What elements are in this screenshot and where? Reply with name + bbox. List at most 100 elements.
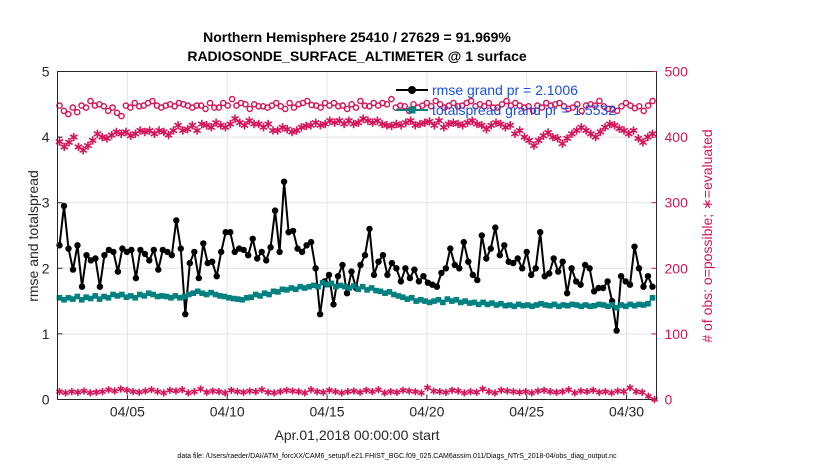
rmse-point-116 [577,281,584,288]
spread-point-92 [466,300,473,306]
y-axis-left-ticks: 0 1 2 3 4 5 [42,64,63,408]
obs-low-point-24 [203,388,211,396]
obs-evaluated-point-113 [591,132,600,142]
x-tick-label-4: 04/25 [509,404,544,420]
spread-point-48 [270,288,277,295]
obs-low-point-9 [111,387,119,395]
rmse-point-129 [635,265,643,272]
obs-low-point-3 [74,388,82,396]
spread-point-38 [226,295,232,301]
rmse-point-2 [65,245,72,252]
obs-low-point-61 [430,387,438,395]
rmse-point-31 [195,274,202,282]
spread-point-82 [422,298,428,304]
obs-possible-point-83 [423,99,431,107]
obs-evaluated-point-62 [349,119,358,129]
rmse-point-81 [420,273,427,280]
rmse-point-10 [101,252,108,259]
obs-low-point-68 [473,388,481,396]
spread-point-22 [154,293,161,300]
obs-possible-point-98 [489,104,497,111]
spread-point-73 [382,290,388,296]
spread-point-50 [279,286,286,293]
obs-low-point-39 [295,388,303,396]
obs-low-point-84 [571,389,579,397]
obs-possible-point-85 [432,97,440,105]
spread-point-97 [489,300,495,306]
obs-evaluated-point-123 [639,138,648,147]
obs-evaluated-point-97 [515,126,524,135]
spread-point-131 [640,302,647,308]
obs-possible-point-0 [56,102,63,109]
obs-low-point-51 [368,388,376,396]
rmse-point-124 [613,327,620,334]
obs-possible-point-56 [303,97,311,105]
x-tick-label-2: 04/15 [310,404,345,420]
obs-low-point-38 [289,387,297,395]
obs-possible-point-34 [206,99,214,107]
rmse-point-132 [649,283,656,290]
footer-data-file: data file: /Users/raeder/DAI/ATM_forcXX/… [177,453,617,460]
spread-point-54 [297,283,304,290]
obs-evaluated-point-51 [297,123,306,132]
rmse-point-78 [406,274,414,282]
rmse-point-20 [146,257,153,264]
spread-point-133 [649,295,656,301]
obs-evaluated-point-68 [378,119,387,129]
obs-low-point-10 [117,385,125,393]
rmse-point-130 [640,283,647,290]
rmse-point-19 [141,250,149,258]
rmse-point-13 [114,268,122,275]
obs-possible-point-59 [317,104,324,111]
obs-low-point-27 [221,389,229,397]
rmse-point-79 [411,266,418,273]
obs-low-point-72 [497,386,505,394]
obs-possible-point-77 [396,102,404,109]
spread-point-66 [351,283,357,289]
spread-point-10 [101,293,107,300]
obs-low-point-53 [381,389,389,397]
rmse-point-47 [267,244,274,251]
rmse-point-119 [590,288,598,295]
rmse-point-96 [487,245,494,252]
obs-low-point-62 [436,388,444,396]
rmse-point-42 [245,252,252,259]
obs-low-point-92 [620,388,628,396]
rmse-point-103 [519,265,526,272]
obs-possible-point-39 [228,95,236,103]
obs-possible-point-93 [467,97,475,105]
plot-frame [57,71,657,400]
rmse-point-65 [348,268,355,275]
rmse-point-63 [339,261,346,269]
obs-evaluated-point-78 [425,117,434,126]
spread-point-33 [203,291,210,298]
y-left-tick-label-5: 5 [42,64,50,80]
spread-point-32 [199,290,205,296]
rmse-point-57 [312,265,319,272]
rmse-point-87 [447,245,454,252]
y-axis-left-label: rmse and totalspread [25,170,41,302]
obs-low-point-89 [601,388,609,396]
rmse-point-71 [375,258,382,265]
rmse-point-38 [227,229,234,236]
rmse-point-48 [271,207,279,214]
rmse-point-55 [303,242,310,249]
obs-evaluated-point-49 [287,127,296,137]
legend-spread-marker [408,106,416,114]
spread-point-114 [565,302,571,309]
obs-possible-point-109 [538,104,546,111]
rmse-point-26 [173,217,180,224]
spread-point-39 [230,295,237,302]
obs-low-point-13 [135,388,143,396]
obs-possible-point-36 [215,104,223,111]
rmse-point-17 [132,274,140,282]
obs-low-point-32 [252,388,260,396]
obs-low-point-47 [344,388,352,396]
spread-point-67 [355,286,361,293]
obs-low-point-45 [331,388,340,396]
rmse-point-14 [119,245,126,252]
obs-possible-point-33 [202,105,209,113]
rmse-point-104 [523,248,530,256]
spread-point-78 [404,296,411,302]
obs-evaluated-point-116 [605,119,614,129]
